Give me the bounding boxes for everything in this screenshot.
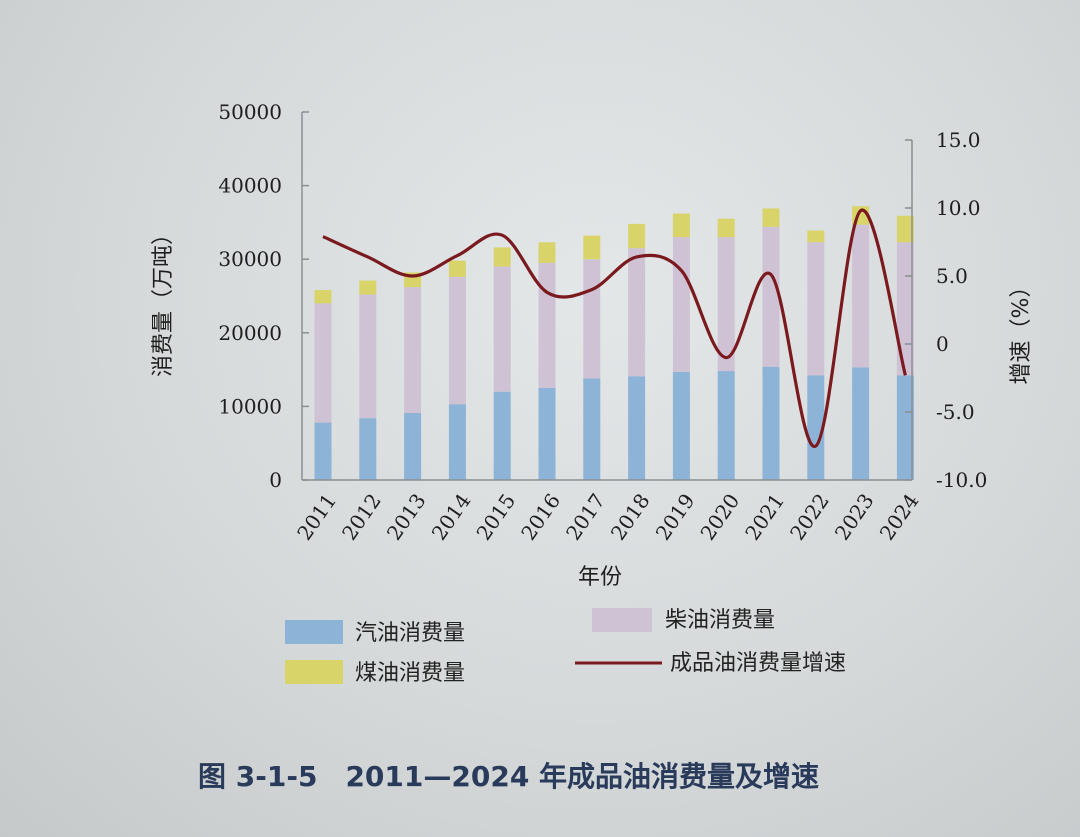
bar-gasoline — [448, 404, 466, 480]
bar-gasoline — [807, 375, 825, 480]
bars-layer — [314, 206, 914, 480]
bar-diesel — [852, 224, 870, 368]
bar-kerosene — [359, 280, 377, 295]
legend-item-gasoline: 汽油消费量 — [285, 620, 465, 646]
bar-kerosene — [538, 242, 556, 263]
growth-rate-line — [322, 208, 907, 448]
x-tick-label: 2011 — [292, 489, 341, 544]
bar-gasoline — [538, 388, 556, 480]
bar-diesel — [359, 294, 377, 419]
y2-tick-label: 5.0 — [936, 264, 968, 288]
bar-gasoline — [583, 378, 601, 480]
bar-diesel — [314, 303, 332, 423]
bar-kerosene — [896, 215, 914, 243]
legend-item-diesel: 柴油消费量 — [592, 608, 775, 633]
x-tick-label: 2012 — [337, 489, 386, 544]
x-tick-label: 2019 — [651, 489, 700, 544]
bar-diesel — [404, 287, 422, 414]
bar-gasoline — [896, 375, 914, 480]
bar-kerosene — [672, 213, 690, 238]
bar-diesel — [628, 248, 646, 377]
bar-kerosene — [717, 218, 735, 238]
x-tick-label: 2022 — [785, 489, 834, 544]
x-tick-label: 2016 — [516, 489, 565, 544]
legend-label-diesel: 柴油消费量 — [665, 608, 775, 633]
legend-label-kerosene: 煤油消费量 — [355, 661, 465, 686]
bar-kerosene — [807, 230, 825, 243]
x-tick-label: 2013 — [382, 489, 431, 544]
legend-item-growth: 成品油消费量增速 — [575, 651, 846, 676]
x-axis-title: 年份 — [578, 565, 622, 590]
figure-caption: 图 3-1-5 2011—2024 年成品油消费量及增速 — [198, 760, 819, 793]
y-tick-label: 50000 — [218, 100, 282, 124]
bar-kerosene — [583, 235, 601, 260]
bar-diesel — [538, 262, 556, 388]
bar-kerosene — [493, 247, 511, 267]
growth-line-layer — [322, 208, 907, 448]
bar-diesel — [448, 276, 466, 405]
x-tick-label: 2017 — [561, 489, 610, 544]
y-axis-title: 消费量（万吨） — [151, 223, 176, 377]
bar-gasoline — [628, 376, 646, 480]
y-tick-label: 40000 — [218, 174, 282, 198]
x-tick-label: 2015 — [471, 489, 520, 544]
y2-tick-label: -5.0 — [936, 400, 975, 424]
legend-item-kerosene: 煤油消费量 — [285, 660, 465, 686]
x-tick-label: 2024 — [875, 489, 924, 544]
legend-label-gasoline: 汽油消费量 — [355, 621, 465, 646]
x-tick-label: 2020 — [695, 489, 744, 544]
x-tick-label: 2014 — [427, 489, 476, 544]
x-tick-label: 2018 — [606, 489, 655, 544]
legend: 汽油消费量 柴油消费量 煤油消费量 成品油消费量增速 — [285, 608, 846, 686]
bar-gasoline — [717, 371, 735, 480]
bar-gasoline — [762, 366, 780, 480]
bar-diesel — [807, 242, 825, 376]
legend-swatch-gasoline — [285, 620, 343, 644]
y2-tick-label: 0 — [936, 332, 949, 356]
bar-kerosene — [762, 208, 780, 227]
axes-layer: 0 10000 20000 30000 40000 50000 -10.0 -5.0 0 5.0 1… — [218, 100, 987, 545]
x-tick-label: 2023 — [830, 489, 879, 544]
bar-diesel — [717, 237, 735, 372]
y-tick-label: 30000 — [218, 247, 282, 271]
legend-label-growth: 成品油消费量增速 — [670, 651, 846, 676]
bar-diesel — [493, 266, 511, 392]
bar-gasoline — [359, 418, 377, 480]
bar-gasoline — [852, 367, 870, 480]
bar-diesel — [762, 226, 780, 367]
y-tick-label: 0 — [269, 468, 282, 492]
bar-kerosene — [448, 260, 466, 277]
bar-kerosene — [314, 290, 332, 304]
y2-tick-label: 10.0 — [936, 196, 981, 220]
bar-kerosene — [628, 223, 646, 249]
legend-swatch-diesel — [592, 608, 652, 632]
bar-diesel — [672, 237, 690, 372]
x-tick-label: 2021 — [740, 489, 789, 544]
bar-gasoline — [404, 413, 422, 480]
bar-gasoline — [314, 422, 332, 480]
y2-tick-label: -10.0 — [936, 468, 987, 492]
bar-gasoline — [493, 391, 511, 480]
legend-swatch-kerosene — [285, 660, 343, 684]
y-tick-label: 10000 — [218, 394, 282, 418]
y2-axis-title: 增速（%） — [1009, 276, 1034, 385]
bar-diesel — [583, 259, 601, 379]
bar-gasoline — [672, 371, 690, 480]
y2-tick-label: 15.0 — [936, 128, 981, 152]
y-tick-label: 20000 — [218, 321, 282, 345]
